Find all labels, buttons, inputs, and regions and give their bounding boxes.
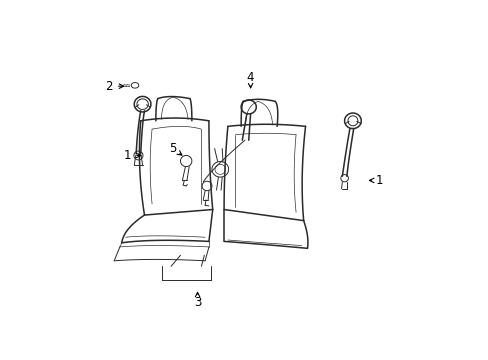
Text: 4: 4 bbox=[246, 71, 254, 84]
Text: 3: 3 bbox=[193, 296, 201, 309]
Text: 1: 1 bbox=[123, 149, 131, 162]
Text: ≈≈: ≈≈ bbox=[123, 82, 131, 89]
Text: 1: 1 bbox=[375, 174, 383, 187]
Text: 5: 5 bbox=[169, 142, 176, 155]
Text: 2: 2 bbox=[104, 80, 112, 93]
